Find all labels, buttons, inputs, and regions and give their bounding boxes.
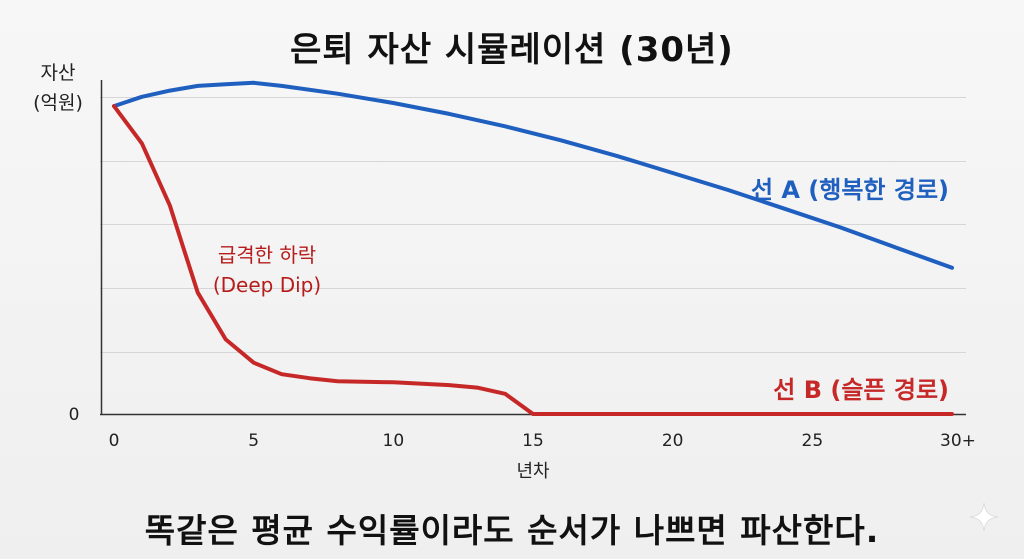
series-line-a [112, 80, 954, 270]
x-tick-label: 0 [109, 431, 120, 451]
labels-group: 0 5 10 15 20 25 30+ 0 년차 선 A (행복한 경로) 선 B (슬픈 경로) 급… [69, 176, 976, 482]
x-tick-label: 15 [522, 431, 544, 451]
y-axis-label-line2: (억원) [33, 92, 83, 114]
y-axis-label-line1: 자산 [40, 62, 76, 84]
x-tick-label: 25 [802, 431, 824, 451]
caption: 똑같은 평균 수익률이라도 순서가 나쁘면 파산한다. [144, 511, 880, 550]
x-axis-label: 년차 [516, 461, 550, 482]
series-group [112, 80, 954, 416]
series-label-b: 선 B (슬픈 경로) [773, 376, 949, 404]
sparkle-icon [969, 502, 999, 532]
y-axis-label: 자산 (억원) [18, 58, 98, 118]
page-title: 은퇴 자산 시뮬레이션 (30년) [290, 30, 734, 70]
x-tick-label: 5 [248, 431, 259, 451]
x-tick-label: 10 [383, 431, 405, 451]
x-tick-label: 20 [662, 431, 684, 451]
annotation-label-line1: 급격한 하락 [218, 243, 316, 267]
series-label-a: 선 A (행복한 경로) [751, 176, 949, 204]
annotation-label-line2: (Deep Dip) [213, 273, 321, 297]
x-tick-label: 30+ [940, 431, 976, 451]
series-line-b [112, 104, 954, 416]
y-tick-label: 0 [69, 405, 80, 425]
